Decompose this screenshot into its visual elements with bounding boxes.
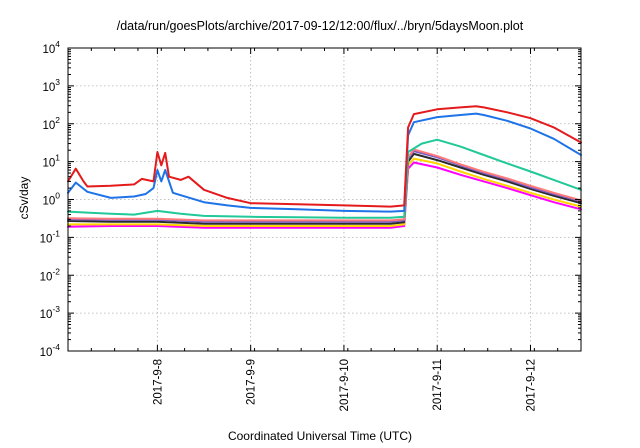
x-tick-label: 2017-9-12 (525, 359, 537, 411)
y-tick-labels: 10-4 10-3 10-2 10-1 100 101 102 103 104 (40, 39, 61, 359)
axis-ticks (67, 47, 582, 352)
x-tick-label: 2017-9-9 (246, 359, 258, 405)
x-tick-labels: 2017-9-8 2017-9-9 2017-9-10 2017-9-11 2017-9… (152, 359, 537, 411)
x-tick-label: 2017-9-11 (432, 359, 444, 411)
y-tick-label: 104 (42, 39, 60, 56)
x-tick-label: 2017-9-8 (152, 359, 164, 405)
y-axis-label: cSv/day (17, 177, 31, 220)
y-tick-label: 10-3 (40, 304, 61, 321)
y-tick-label: 10-2 (40, 266, 61, 283)
x-tick-label: 2017-9-10 (339, 359, 351, 411)
y-tick-label: 10-4 (40, 342, 61, 359)
series-line-7 (67, 112, 582, 213)
y-tick-label: 100 (42, 191, 60, 208)
x-axis-label: Coordinated Universal Time (UTC) (228, 429, 412, 443)
series-group (67, 105, 582, 229)
chart-title: /data/run/goesPlots/archive/2017-09-12/1… (117, 19, 524, 33)
y-tick-label: 103 (42, 77, 60, 94)
series-line-8 (67, 105, 582, 208)
series-line-6 (67, 138, 582, 219)
grid (68, 48, 581, 351)
y-tick-label: 102 (42, 115, 60, 132)
y-tick-label: 10-1 (40, 228, 61, 245)
y-tick-label: 101 (42, 153, 60, 170)
